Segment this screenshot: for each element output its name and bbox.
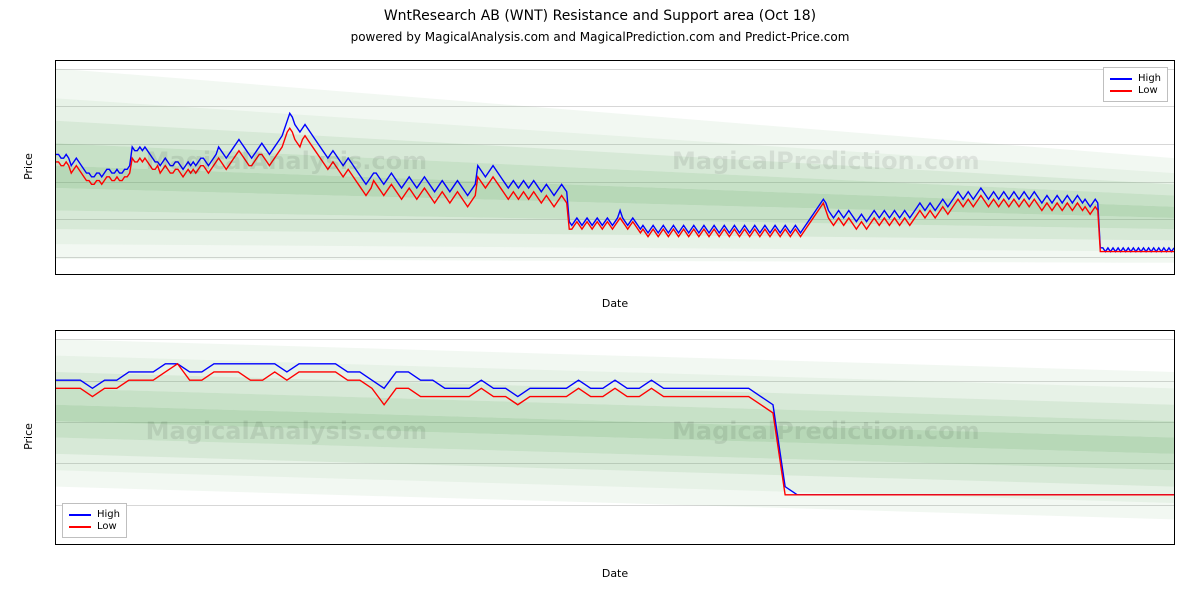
x-tick-label: 2023-05 <box>175 274 217 275</box>
x-tick-mark <box>360 544 361 545</box>
x-tick-label: 2024-07-15 <box>185 544 243 545</box>
legend-label: High <box>97 509 120 520</box>
x-tick-mark <box>311 274 312 275</box>
x-tick-label: 2024-03 <box>748 274 790 275</box>
top-legend: HighLow <box>1103 67 1168 102</box>
x-tick-label: 2023-11 <box>519 274 561 275</box>
x-tick-label: 2024-01 <box>633 274 675 275</box>
x-tick-mark <box>482 544 483 545</box>
chart-title: WntResearch AB (WNT) Resistance and Supp… <box>0 8 1200 24</box>
legend-swatch <box>1110 78 1132 80</box>
x-tick-label: 2024-10-15 <box>989 544 1047 545</box>
top-y-axis-label: Price <box>22 153 35 180</box>
x-tick-label: 2024-11 <box>1155 274 1175 275</box>
low-line <box>56 364 1174 495</box>
top-chart-panel: MagicalAnalysis.com MagicalPrediction.co… <box>55 60 1175 325</box>
bottom-y-axis-label: Price <box>22 423 35 450</box>
legend-item: Low <box>69 521 120 532</box>
x-tick-mark <box>769 274 770 275</box>
legend-label: Low <box>97 521 117 532</box>
x-tick-mark <box>81 274 82 275</box>
bottom-chart-panel: MagicalAnalysis.com MagicalPrediction.co… <box>55 330 1175 595</box>
legend-label: Low <box>1138 85 1158 96</box>
bottom-x-axis-label: Date <box>55 567 1175 580</box>
x-tick-mark <box>750 544 751 545</box>
x-tick-mark <box>214 544 215 545</box>
x-tick-mark <box>628 544 629 545</box>
x-tick-label: 2023-07 <box>290 274 332 275</box>
x-tick-label: 2024-09-01 <box>599 544 657 545</box>
x-tick-label: 2024-10-01 <box>867 544 925 545</box>
legend-item: High <box>69 509 120 520</box>
top-price-lines <box>56 61 1174 274</box>
x-tick-label: 2024-08-15 <box>453 544 511 545</box>
high-line <box>56 113 1174 251</box>
legend-swatch <box>1110 90 1132 92</box>
legend-swatch <box>69 514 91 516</box>
x-tick-mark <box>425 274 426 275</box>
x-tick-label: 2024-05 <box>862 274 904 275</box>
chart-subtitle: powered by MagicalAnalysis.com and Magic… <box>0 30 1200 44</box>
x-tick-mark <box>196 274 197 275</box>
legend-swatch <box>69 526 91 528</box>
x-tick-label: 2023-03 <box>61 274 103 275</box>
legend-item: High <box>1110 73 1161 84</box>
x-tick-label: 2024-09-15 <box>721 544 779 545</box>
x-tick-label: 2024-07-01 <box>63 544 121 545</box>
x-tick-label: 2024-08-01 <box>331 544 389 545</box>
legend-item: Low <box>1110 85 1161 96</box>
x-tick-label: 2024-07 <box>977 274 1019 275</box>
top-plot-area: MagicalAnalysis.com MagicalPrediction.co… <box>55 60 1175 275</box>
x-tick-mark <box>883 274 884 275</box>
bottom-legend: HighLow <box>62 503 127 538</box>
x-tick-mark <box>896 544 897 545</box>
low-line <box>56 128 1174 251</box>
bottom-price-lines <box>56 331 1174 544</box>
legend-label: High <box>1138 73 1161 84</box>
x-tick-mark <box>998 274 999 275</box>
x-tick-label: 2024-09 <box>1091 274 1133 275</box>
x-tick-label: 2023-09 <box>404 274 446 275</box>
bottom-plot-area: MagicalAnalysis.com MagicalPrediction.co… <box>55 330 1175 545</box>
x-tick-mark <box>654 274 655 275</box>
x-tick-mark <box>1018 544 1019 545</box>
high-line <box>56 364 1174 495</box>
top-x-axis-label: Date <box>55 297 1175 310</box>
x-tick-mark <box>1112 274 1113 275</box>
x-tick-label: 2024-11-01 <box>1135 544 1175 545</box>
x-tick-mark <box>93 544 94 545</box>
x-tick-mark <box>1164 544 1165 545</box>
x-tick-mark <box>540 274 541 275</box>
